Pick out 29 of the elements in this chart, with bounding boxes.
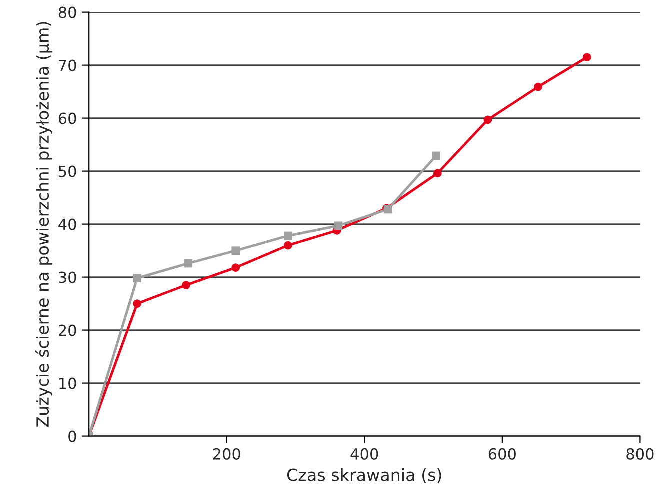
y-tick-label: 0 <box>68 430 76 442</box>
x-tick-label: 400 <box>350 448 378 460</box>
y-tick-label: 80 <box>58 6 76 18</box>
y-tick-label: 30 <box>59 272 76 284</box>
y-tick-label: 50 <box>59 166 76 178</box>
y-tick-label: 70 <box>59 60 76 72</box>
point <box>432 152 440 160</box>
x-tick-label: 800 <box>626 448 654 460</box>
point <box>133 300 142 308</box>
x-axis-title: Czas skrawania (s) <box>287 468 442 484</box>
y-tick-label: 20 <box>58 324 76 336</box>
point <box>484 116 492 124</box>
y-axis-title: Zużycie ścierne na powierzchni przyłożenia (µm) <box>36 22 52 428</box>
point <box>133 274 142 283</box>
point <box>232 246 240 255</box>
point <box>182 281 190 290</box>
point <box>334 222 343 230</box>
point <box>534 82 542 92</box>
y-tick-label: 10 <box>60 378 76 390</box>
y-tick-label: 60 <box>58 112 76 124</box>
point <box>232 264 240 272</box>
point <box>284 241 292 250</box>
x-tick-label: 200 <box>213 448 240 460</box>
y-tick-label: 40 <box>58 218 76 230</box>
point <box>184 259 192 268</box>
point <box>582 53 592 62</box>
x-tick-label: 600 <box>488 448 516 460</box>
point <box>284 232 292 240</box>
point <box>434 169 442 178</box>
